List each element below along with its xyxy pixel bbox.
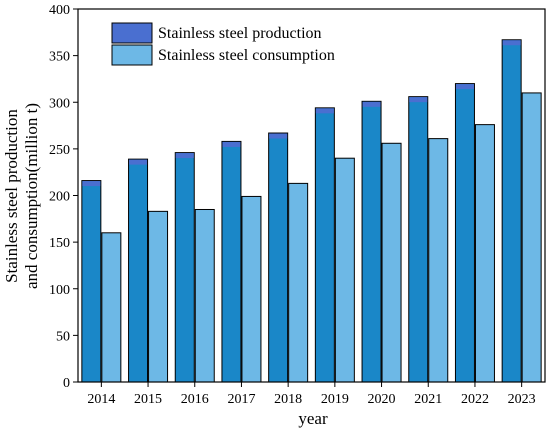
bar-production	[174, 152, 195, 383]
bar-consumption	[428, 138, 449, 383]
x-tick-label: 2022	[461, 392, 489, 407]
y-tick-label: 150	[49, 236, 70, 251]
bar-production	[454, 83, 475, 383]
bar-production-cap	[269, 133, 288, 139]
x-tick-label: 2023	[508, 392, 536, 407]
bar-production	[128, 158, 149, 383]
bar-consumption	[148, 210, 169, 383]
x-tick-label: 2018	[274, 392, 302, 407]
x-tick-label: 2020	[368, 392, 396, 407]
y-axis-label-line1: Stainless steel production	[2, 109, 21, 283]
plot-frame	[77, 8, 546, 383]
bar-production-cap	[362, 101, 381, 107]
bar-production	[361, 100, 382, 383]
bars-group	[81, 39, 542, 383]
bar-consumption	[521, 92, 542, 383]
legend-swatch-consumption	[111, 44, 153, 66]
bar-production	[221, 140, 242, 383]
bar-production	[81, 180, 102, 383]
y-tick-label: 200	[49, 190, 70, 205]
bar-production-cap	[129, 159, 148, 165]
bar-consumption	[194, 208, 215, 383]
legend: Stainless steel production Stainless ste…	[111, 22, 335, 66]
x-tick-label: 2019	[321, 392, 349, 407]
bar-production	[314, 107, 335, 383]
bar-consumption	[288, 182, 309, 383]
bar-production	[268, 132, 289, 383]
y-tick-label: 300	[49, 96, 70, 111]
legend-label-consumption: Stainless steel consumption	[158, 47, 335, 64]
x-tick-label: 2017	[227, 392, 255, 407]
y-tick-label: 0	[63, 376, 70, 391]
x-axis-ticks: 2014 2015 2016 2017 2018 2019 2020 2021 2022 2023	[87, 382, 536, 407]
bar-production-cap	[409, 97, 428, 103]
legend-swatch-production	[111, 22, 153, 44]
bar-production-cap	[222, 141, 241, 147]
bar-consumption	[334, 157, 355, 383]
bar-consumption	[381, 142, 402, 383]
bar-production-cap	[175, 153, 194, 159]
y-axis-ticks: 0 50 100 150 200 250 300 350 400	[49, 3, 78, 391]
bar-production-cap	[82, 181, 101, 187]
y-tick-label: 400	[49, 3, 70, 18]
legend-label-production: Stainless steel production	[158, 25, 322, 42]
bar-consumption	[474, 124, 495, 383]
bar-production	[408, 96, 429, 383]
x-tick-label: 2021	[414, 392, 442, 407]
bar-consumption	[241, 195, 262, 383]
bar-production	[501, 39, 522, 383]
y-tick-label: 50	[56, 329, 70, 344]
bar-production-cap	[502, 40, 521, 46]
bar-production-cap	[455, 84, 474, 90]
x-tick-label: 2014	[87, 392, 115, 407]
bar-production-cap	[315, 108, 334, 114]
y-tick-label: 100	[49, 283, 70, 298]
bar-consumption	[101, 232, 122, 383]
y-tick-label: 350	[49, 50, 70, 65]
x-tick-label: 2015	[134, 392, 162, 407]
x-axis-label: year	[298, 409, 328, 428]
y-axis-label-line2: and consumption(million t)	[22, 103, 41, 289]
y-tick-label: 250	[49, 143, 70, 158]
x-tick-label: 2016	[181, 392, 209, 407]
